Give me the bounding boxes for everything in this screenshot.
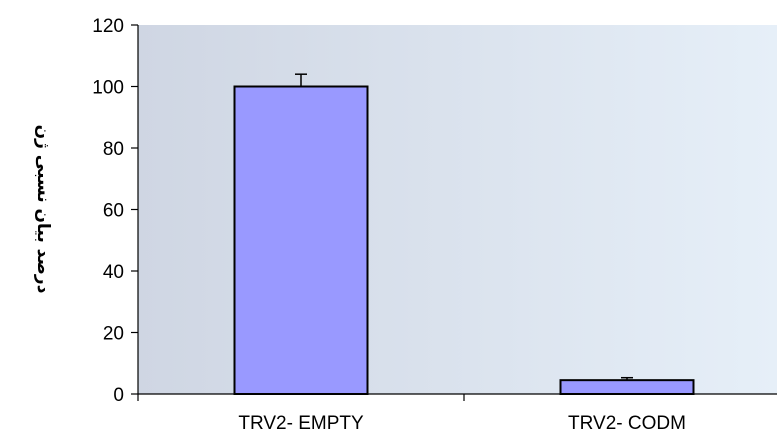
bar (233, 85, 369, 395)
y-tick-label: 80 (103, 139, 124, 160)
bars (233, 73, 695, 396)
bar (559, 379, 695, 396)
y-axis: 0 20 40 60 80 100 120 (92, 16, 139, 406)
x-tick-label: TRV2- CODM (568, 413, 686, 434)
y-tick-label: 0 (113, 385, 124, 406)
y-tick-label: 100 (92, 78, 124, 99)
y-tick-label: 120 (92, 16, 124, 37)
x-tick-label: TRV2- EMPTY (238, 413, 364, 434)
y-tick-label: 60 (103, 201, 124, 222)
y-axis-title: درصد بیان نسبی ژن (33, 125, 53, 294)
x-axis: TRV2- EMPTY TRV2- CODM (137, 393, 777, 434)
y-tick-label: 40 (103, 262, 124, 283)
y-tick-label: 20 (103, 324, 124, 345)
